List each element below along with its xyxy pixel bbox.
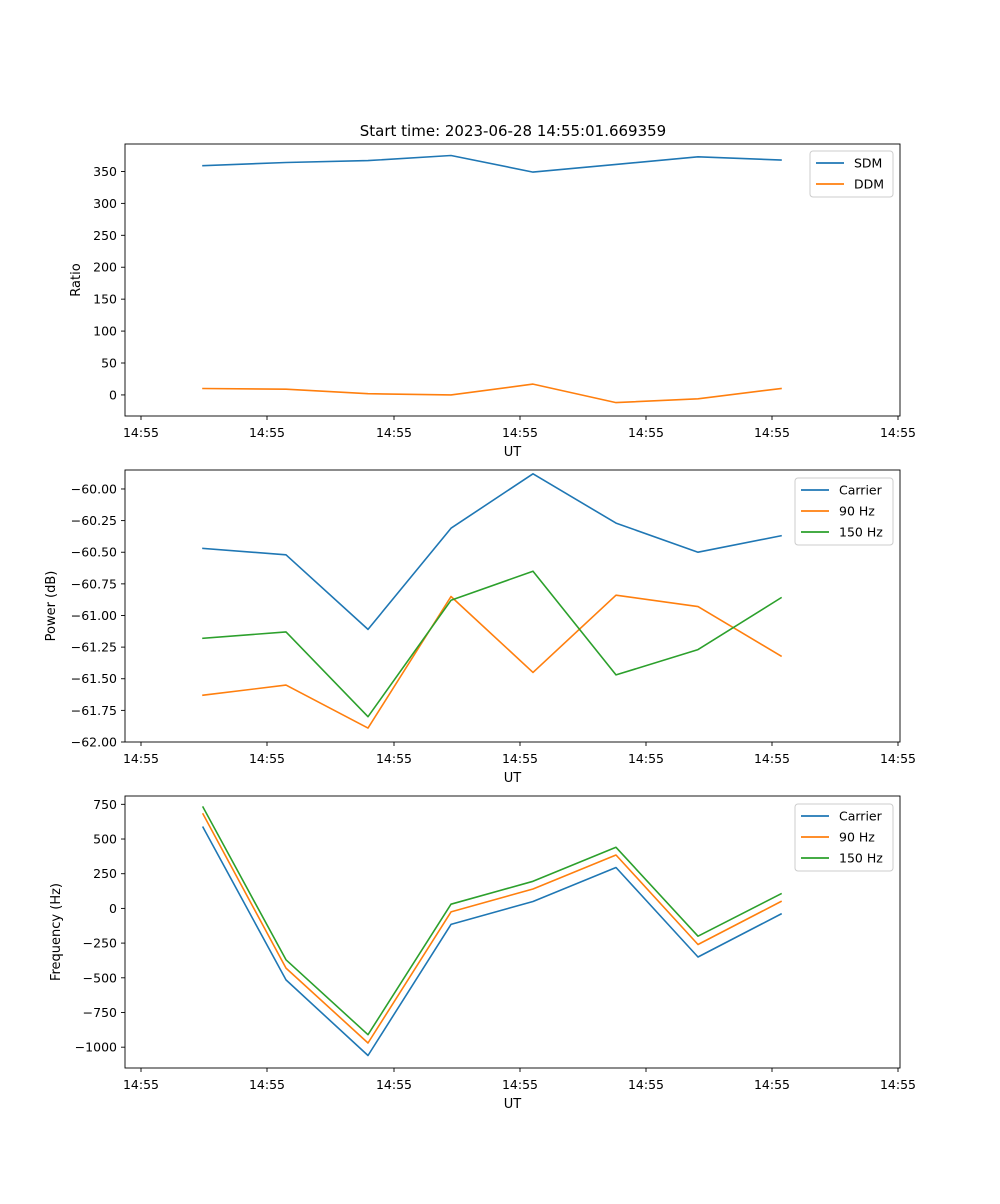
x-tick-label: 14:55	[628, 751, 664, 766]
x-tick-label: 14:55	[880, 751, 916, 766]
x-tick-label: 14:55	[502, 751, 538, 766]
series-line-2	[202, 594, 783, 729]
series-line-3	[202, 570, 783, 718]
legend: Carrier 90 Hz 150 Hz	[794, 477, 894, 546]
y-tick-label: −250	[83, 936, 117, 951]
x-tick-label: 14:55	[502, 1077, 538, 1092]
x-tick-label: 14:55	[249, 425, 285, 440]
x-tick-label: 14:55	[376, 751, 412, 766]
axes-frame	[124, 795, 901, 1069]
x-tick-label: 14:55	[376, 425, 412, 440]
axes-frame	[124, 143, 901, 417]
y-tick-label: −60.75	[71, 576, 117, 591]
x-tick-label: 14:55	[249, 751, 285, 766]
legend-label: 150 Hz	[839, 525, 883, 540]
series-line-1	[202, 154, 782, 173]
x-tick-label: 14:55	[123, 1077, 159, 1092]
y-tick-label: 0	[109, 387, 117, 402]
legend-label: Carrier	[839, 483, 883, 498]
x-axis-label: UT	[504, 771, 522, 786]
y-tick-label: 150	[93, 292, 117, 307]
y-tick-label: −1000	[75, 1040, 117, 1055]
y-tick-label: 0	[109, 901, 117, 916]
y-tick-label: −62.00	[71, 735, 117, 750]
y-axis-label: Power (dB)	[44, 571, 59, 642]
y-tick-label: 350	[93, 164, 117, 179]
y-tick-label: 300	[93, 196, 117, 211]
y-tick-label: −60.50	[71, 545, 117, 560]
x-axis-label: UT	[504, 445, 522, 460]
legend-label: DDM	[854, 177, 884, 192]
y-tick-label: −60.25	[71, 513, 117, 528]
legend-label: SDM	[854, 156, 882, 171]
x-tick-label: 14:55	[628, 425, 664, 440]
series-line-2	[202, 383, 782, 404]
x-tick-label: 14:55	[123, 425, 159, 440]
x-tick-label: 14:55	[502, 425, 538, 440]
y-tick-label: 250	[93, 866, 117, 881]
x-tick-label: 14:55	[880, 1077, 916, 1092]
series-line-3	[201, 806, 783, 1036]
x-tick-label: 14:55	[376, 1077, 412, 1092]
y-axis-label: Ratio	[69, 263, 84, 296]
y-tick-label: 500	[93, 832, 117, 847]
x-tick-label: 14:55	[880, 425, 916, 440]
axes-frame	[124, 469, 901, 743]
chart-title: Start time: 2023-06-28 14:55:01.669359	[360, 122, 666, 140]
legend-label: 90 Hz	[839, 504, 875, 519]
legend-box	[794, 477, 894, 546]
x-axis-label: UT	[504, 1097, 522, 1112]
legend-label: 90 Hz	[839, 830, 875, 845]
legend: Carrier 90 Hz 150 Hz	[794, 803, 894, 872]
series-line-1	[202, 472, 782, 631]
legend-box	[794, 803, 894, 872]
legend-label: Carrier	[839, 809, 883, 824]
x-tick-label: 14:55	[123, 751, 159, 766]
subplot-2: −62.00 −61.75 −61.50 −61.25 −61.00 −60.75 −60.…	[44, 469, 916, 786]
y-tick-label: 200	[93, 260, 117, 275]
x-tick-label: 14:55	[628, 1077, 664, 1092]
y-tick-label: −60.00	[71, 481, 117, 496]
y-tick-label: −500	[83, 970, 117, 985]
y-tick-label: −61.00	[71, 608, 117, 623]
y-tick-label: −61.75	[71, 703, 117, 718]
series-line-1	[201, 826, 783, 1057]
y-tick-label: 50	[101, 356, 117, 371]
x-tick-label: 14:55	[754, 1077, 790, 1092]
legend: SDM DDM	[809, 150, 894, 198]
x-tick-label: 14:55	[754, 751, 790, 766]
y-tick-label: 250	[93, 228, 117, 243]
y-axis-label: Frequency (Hz)	[49, 883, 64, 981]
legend-label: 150 Hz	[839, 851, 883, 866]
subplot-1: 0 50 100 150 200 250 300 350 14:55 14:55 14:55 14:5…	[69, 143, 916, 460]
y-tick-label: 100	[93, 324, 117, 339]
subplot-3: −1000 −750 −500 −250 0 250 500 750 14:55 14:55 14:…	[49, 795, 916, 1112]
series-line-2	[201, 812, 783, 1044]
y-tick-label: −61.50	[71, 671, 117, 686]
x-tick-label: 14:55	[754, 425, 790, 440]
y-tick-label: 750	[93, 797, 117, 812]
x-tick-label: 14:55	[249, 1077, 285, 1092]
y-tick-label: −61.25	[71, 640, 117, 655]
y-tick-label: −750	[83, 1005, 117, 1020]
